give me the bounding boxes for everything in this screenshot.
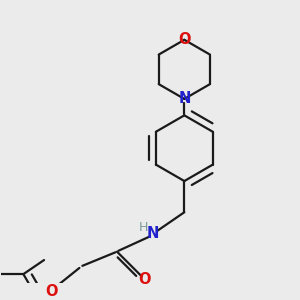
Text: N: N <box>147 226 159 241</box>
Text: O: O <box>178 32 190 47</box>
Text: N: N <box>178 92 190 106</box>
Text: O: O <box>45 284 58 298</box>
Text: H: H <box>139 220 148 233</box>
Text: O: O <box>139 272 151 287</box>
